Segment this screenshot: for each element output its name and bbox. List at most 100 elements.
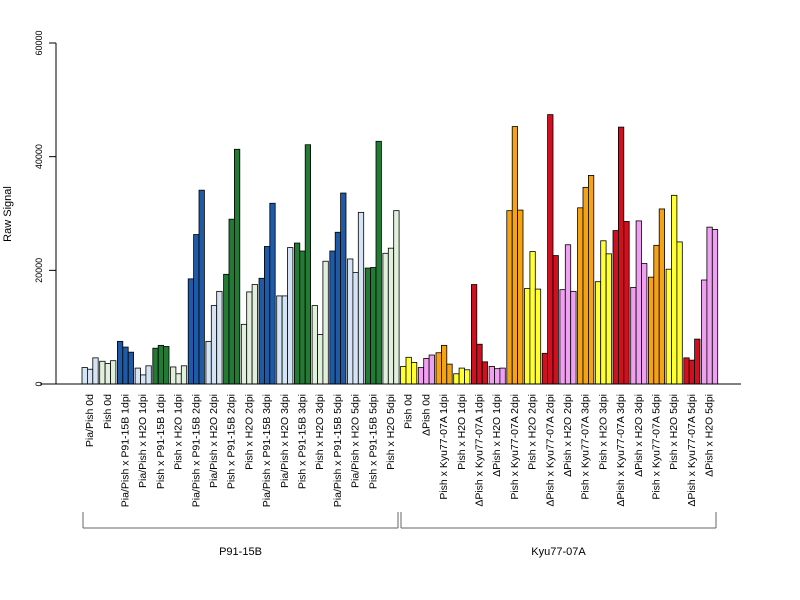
bar [428,354,435,385]
bar [240,323,248,385]
y-axis: 0 20000 40000 60000 [34,30,57,387]
x-tick-label: ΔPish x H2O 2dpi [562,394,574,477]
x-tick-label: Pia/Pish x H2O 1dpi [137,394,149,488]
bar [446,363,453,385]
x-tick-label: Pish x P91-15B 2dpi [226,394,238,489]
x-tick-labels: Pia/Pish 0d Pish 0d Pia/Pish x P91-15B 1dp… [84,394,716,507]
bar [99,360,106,385]
bar [476,343,483,385]
bar [417,367,425,385]
bar [198,189,205,385]
bar [352,272,359,385]
bar [233,148,241,385]
x-tick-label: Pish x Kyu77-07A 3dpi [580,394,592,500]
bar [594,281,602,385]
bar [205,340,212,385]
bar [170,366,177,385]
x-tick-label: Pish x P91-15B 3dpi [297,394,309,489]
bar [287,247,294,385]
bar [511,126,519,385]
bar [570,290,577,385]
bar [134,367,141,385]
y-tick-label: 40000 [34,144,44,169]
bar [440,344,448,385]
bar [648,276,655,385]
x-tick-label: Pish x P91-15B 5dpi [367,394,379,489]
bar [541,352,549,385]
x-tick-label: Pish x Kyu77-07A 2dpi [509,394,521,500]
bar [263,246,271,385]
bar [453,373,460,385]
bar [683,357,690,385]
x-tick-label: ΔPish 0d [420,394,432,436]
bar [605,253,612,385]
x-tick-label: Pish x Kyu77-07A 1dpi [438,394,450,500]
x-tick-label: Pia/Pish x P91-15B 2dpi [190,394,202,507]
x-tick-label: Pia/Pish 0d [84,394,96,447]
bar [694,338,701,385]
bar [393,210,400,385]
bar [228,218,235,385]
bar [618,126,625,385]
y-tick-label: 0 [34,381,44,386]
bar [258,277,265,385]
x-tick-label: Pish x Kyu77-07A 5dpi [651,394,663,500]
bar [382,252,389,385]
bar [387,247,395,385]
bar [127,351,134,385]
bar [370,267,377,385]
x-tick-label: Pia/Pish x H2O 5dpi [350,394,362,488]
bar [458,367,465,385]
bar [87,368,94,385]
bar [293,242,301,385]
x-tick-label: Pish 0d [102,394,114,429]
bar [623,221,630,385]
bar [400,365,407,385]
x-tick-label: ΔPish x Kyu77-07A 1dpi [474,394,486,507]
x-tick-label: Pish x H2O 2dpi [243,394,255,470]
x-tick-label: Pish x H2O 3dpi [314,394,326,470]
x-tick-label: ΔPish x Kyu77-07A 3dpi [615,394,627,507]
bar [334,231,342,385]
bar [329,250,336,385]
bar [140,374,147,385]
bar [317,334,324,385]
y-axis-label: Raw Signal [2,186,14,242]
bar [311,305,318,385]
bar [210,305,218,385]
x-tick-label: Pia/Pish x H2O 2dpi [208,394,220,488]
bar [435,352,442,385]
bar [488,365,495,385]
x-tick-label: Pish x H2O 5dpi [668,394,680,470]
x-tick-label: Pish x H2O 2dpi [527,394,539,470]
x-tick-label: ΔPish x H2O 5dpi [704,394,716,477]
bar [612,230,619,385]
bar [577,207,584,385]
bar [364,267,372,385]
bar [187,278,194,385]
bar [464,369,471,385]
bar [347,258,354,385]
bar [340,192,347,385]
bar [529,251,536,385]
bar [122,346,129,385]
group-brackets: P91-15B Kyu77-07A [82,512,717,558]
bar [117,340,124,385]
bar [375,140,382,385]
bar [676,241,683,385]
bar [688,359,696,385]
bar [630,286,637,385]
bar [635,220,642,385]
y-tick-label: 20000 [34,258,44,283]
x-tick-label: ΔPish x H2O 3dpi [633,394,645,477]
bar [281,295,288,385]
x-tick-label: ΔPish x Kyu77-07A 2dpi [544,394,556,507]
x-tick-label: Pia/Pish x P91-15B 3dpi [261,394,273,507]
bar [152,347,159,385]
bar [104,363,111,385]
bar [223,273,230,385]
bar [322,260,329,385]
bar [517,209,524,385]
bar [524,288,531,385]
